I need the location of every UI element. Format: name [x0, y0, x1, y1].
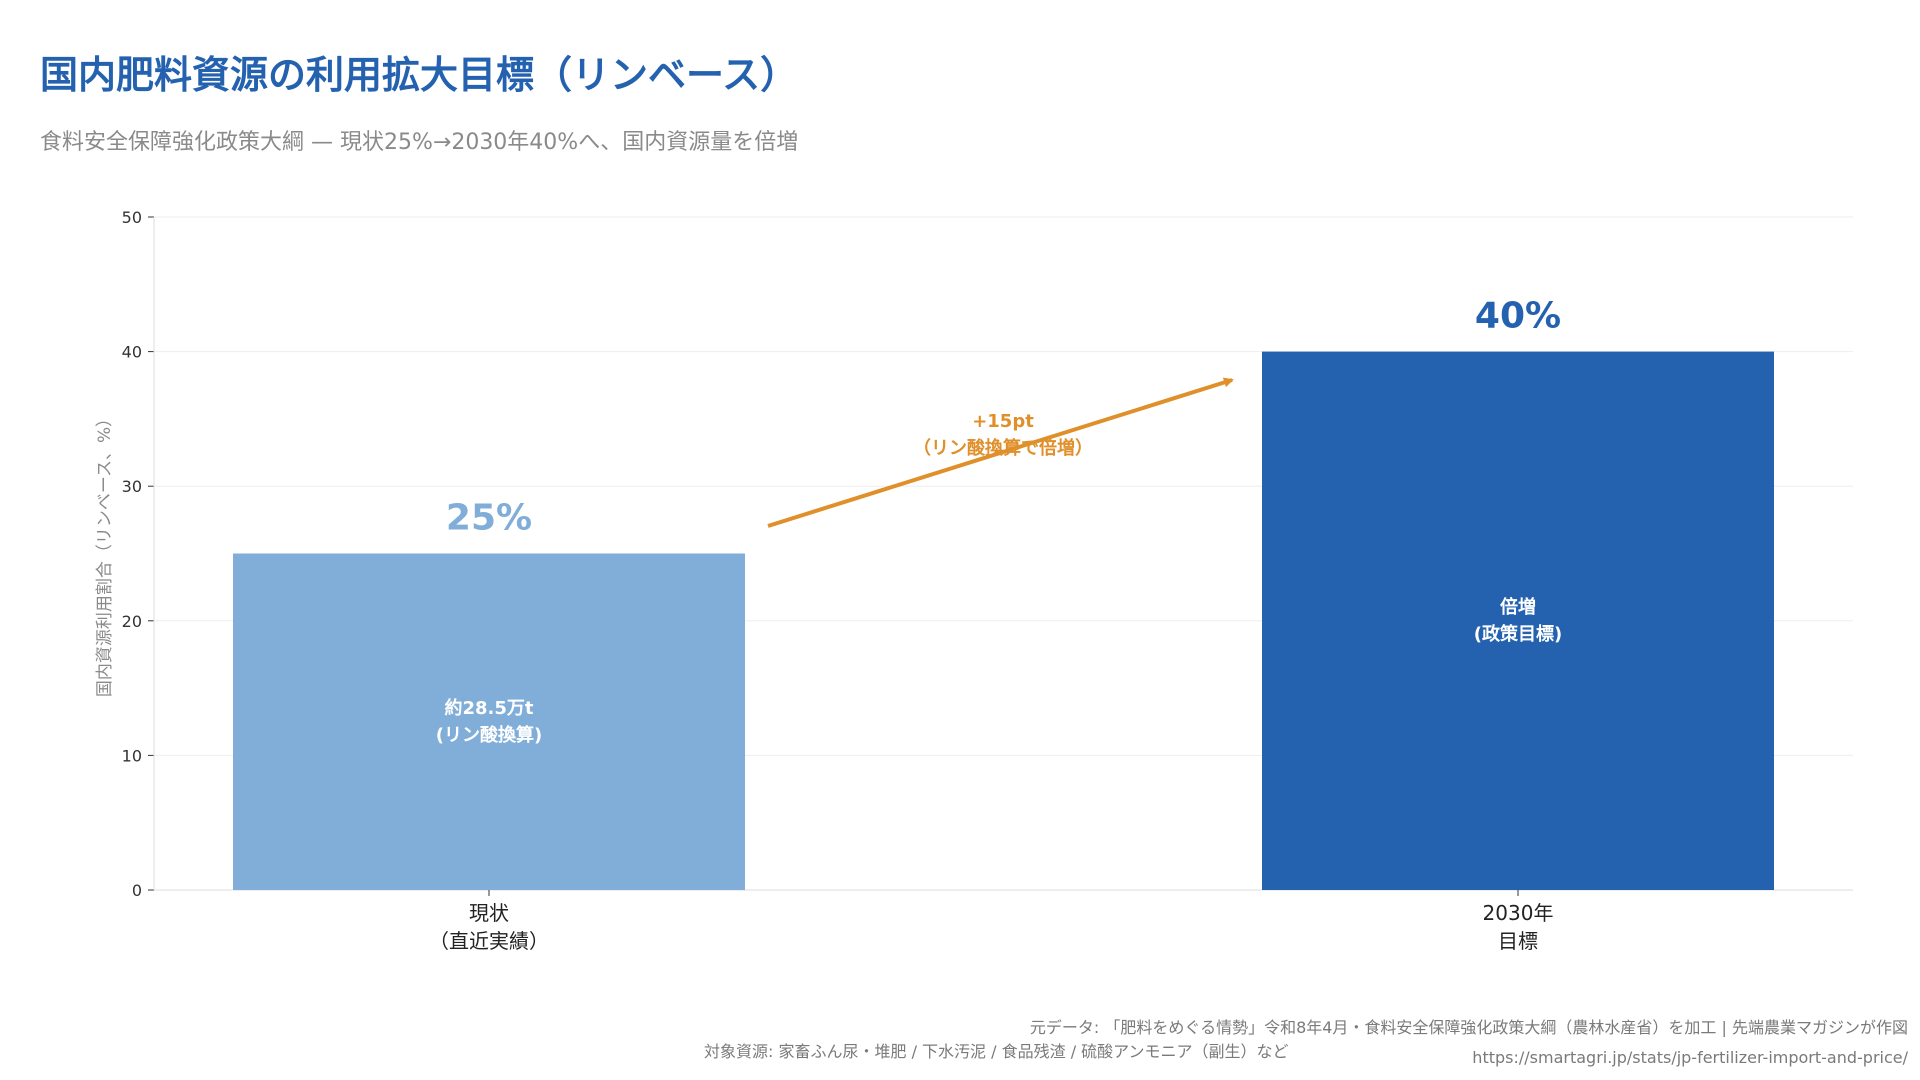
source-note: 元データ: 「肥料をめぐる情勢」令和8年4月・食料安全保障強化政策大綱（農林水産…: [1029, 1018, 1908, 1037]
y-tick-label: 10: [122, 746, 142, 765]
y-axis-label: 国内資源利用割合（リンベース、%）: [95, 410, 115, 697]
bar-inner-label-1: 約28.5万t: [444, 697, 533, 719]
x-tick-label-1: 現状: [469, 901, 509, 925]
y-tick-label: 20: [122, 612, 142, 631]
y-tick-label: 50: [122, 208, 142, 227]
chart-title: 国内肥料資源の利用拡大目標（リンベース）: [40, 53, 799, 97]
bar-inner-label-2: (政策目標): [1474, 623, 1562, 645]
annotation-label: （リン酸換算で倍増）: [913, 437, 1093, 459]
x-tick-label-1: （直近実績）: [429, 929, 549, 953]
bar-2: [1262, 351, 1774, 891]
resources-note: 対象資源: 家畜ふん尿・堆肥 / 下水汚泥 / 食品残渣 / 硫酸アンモニア（副…: [704, 1042, 1289, 1061]
x-tick-label-2: 目標: [1498, 929, 1538, 953]
chart-subtitle: 食料安全保障強化政策大綱 — 現状25%→2030年40%へ、国内資源量を倍増: [40, 130, 799, 155]
y-tick-label: 30: [122, 477, 142, 496]
x-tick-label-2: 2030年: [1483, 901, 1554, 925]
value-label-2: 40%: [1475, 296, 1561, 337]
y-tick-label: 40: [122, 343, 142, 362]
bar-1: [233, 553, 745, 890]
bar-inner-label-1: (リン酸換算): [436, 724, 542, 746]
source-url: https://smartagri.jp/stats/jp-fertilizer…: [1472, 1048, 1908, 1067]
annotation-label: +15pt: [972, 411, 1034, 432]
y-tick-label: 0: [132, 881, 142, 900]
increase-arrow: [767, 377, 1234, 528]
bar-inner-label-2: 倍増: [1500, 596, 1536, 618]
value-label-1: 25%: [446, 498, 532, 539]
